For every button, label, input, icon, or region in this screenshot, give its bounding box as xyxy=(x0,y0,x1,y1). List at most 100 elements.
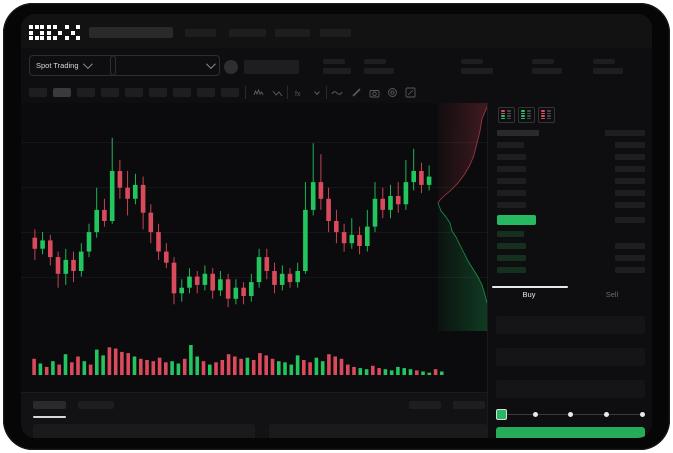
okx-logo[interactable] xyxy=(29,25,80,40)
orderbook-ask-row[interactable] xyxy=(497,190,526,196)
trading-pair-select[interactable] xyxy=(110,55,220,76)
stat-3-label xyxy=(461,59,483,64)
tab-sell[interactable]: Sell xyxy=(605,290,619,299)
bottom-tab-1[interactable] xyxy=(33,401,66,409)
price-chart-panel[interactable] xyxy=(21,103,487,392)
orderbook-ask-row[interactable] xyxy=(497,154,526,160)
order-total-field[interactable] xyxy=(496,380,645,398)
bottom-card-2[interactable] xyxy=(269,424,487,438)
orderbook-ask-row[interactable] xyxy=(497,142,524,148)
timeframe-button-2[interactable] xyxy=(53,88,71,97)
orderbook-and-order-form-panel: Buy Sell xyxy=(487,103,652,438)
tab-buy[interactable]: Buy xyxy=(522,290,536,299)
top-navigation-bar xyxy=(21,14,652,48)
timeframe-button-5[interactable] xyxy=(125,88,143,97)
bottom-action-1[interactable] xyxy=(409,401,441,409)
order-price-field[interactable] xyxy=(496,316,645,334)
bottom-card-1[interactable] xyxy=(33,424,255,438)
orderbook-bid-row[interactable] xyxy=(497,231,524,237)
orderbook-right-row xyxy=(615,190,645,196)
tablet-device-frame: Spot Trading xyxy=(3,3,670,450)
stat-1-label xyxy=(323,59,345,64)
orderbook-view-both-icon[interactable] xyxy=(498,107,515,123)
volume-bar-series xyxy=(32,345,444,375)
market-type-label: Spot Trading xyxy=(36,61,79,70)
stat-2-label xyxy=(364,59,386,64)
orderbook-ask-row[interactable] xyxy=(497,202,526,208)
toolbar-divider-1 xyxy=(245,86,246,99)
orderbook-right-row xyxy=(615,217,645,223)
orderbook-bid-row[interactable] xyxy=(497,255,526,261)
orderbook-view-asks-icon[interactable] xyxy=(538,107,555,123)
chart-gridline xyxy=(21,187,487,188)
orderbook-right-row xyxy=(615,267,645,273)
submit-buy-button[interactable] xyxy=(496,427,645,438)
okx-logo-glyph xyxy=(29,25,44,40)
settings-icon[interactable] xyxy=(386,87,398,98)
ruler-icon[interactable] xyxy=(350,87,362,98)
orderbook-right-row xyxy=(615,178,645,184)
orderbook-best-bid-highlight[interactable] xyxy=(497,215,536,225)
camera-icon[interactable] xyxy=(368,87,380,98)
bottom-tab-2[interactable] xyxy=(78,401,114,409)
fullscreen-icon[interactable] xyxy=(404,87,416,98)
stat-2-value xyxy=(364,68,394,74)
orderbook-right-row xyxy=(615,202,645,208)
orderbook-right-row xyxy=(615,255,645,261)
order-book-depth-chart xyxy=(437,103,487,331)
okx-logo-glyph-2 xyxy=(47,25,62,40)
amount-slider-stop[interactable] xyxy=(533,412,538,417)
line-chart-icon[interactable] xyxy=(271,87,283,98)
timeframe-button-8[interactable] xyxy=(197,88,215,97)
indicators-icon[interactable]: fx xyxy=(293,87,305,98)
orderbook-bid-row[interactable] xyxy=(497,243,526,249)
orderbook-view-bids-icon[interactable] xyxy=(518,107,535,123)
amount-slider-stop[interactable] xyxy=(568,412,573,417)
buy-tab-active-underline xyxy=(492,286,568,288)
nav-item-1[interactable] xyxy=(185,29,216,37)
nav-item-2[interactable] xyxy=(229,29,266,37)
orderbook-right-row xyxy=(615,142,645,148)
orderbook-header-left xyxy=(497,130,539,136)
stat-3-value xyxy=(461,68,493,74)
bottom-tab-1-active-underline xyxy=(33,416,66,418)
timeframe-button-3[interactable] xyxy=(77,88,95,97)
orderbook-bid-row[interactable] xyxy=(497,267,526,273)
wave-icon[interactable] xyxy=(331,87,343,98)
stat-4-value xyxy=(532,68,562,74)
candle-chart-icon[interactable] xyxy=(252,87,264,98)
market-header-bar: Spot Trading xyxy=(21,48,652,82)
nav-item-4[interactable] xyxy=(320,29,351,37)
toolbar-divider-2 xyxy=(287,86,288,99)
chart-gridline xyxy=(21,142,487,143)
stat-5-label xyxy=(593,59,615,64)
stat-4-label xyxy=(532,59,554,64)
orderbook-right-row xyxy=(615,166,645,172)
timeframe-button-6[interactable] xyxy=(149,88,167,97)
timeframe-button-1[interactable] xyxy=(29,88,47,97)
chevron-down-icon[interactable] xyxy=(312,87,322,98)
stat-1-value xyxy=(323,68,351,74)
nav-item-3[interactable] xyxy=(275,29,310,37)
chart-gridline xyxy=(21,277,487,278)
timeframe-button-4[interactable] xyxy=(101,88,119,97)
orderbook-ask-row[interactable] xyxy=(497,166,526,172)
pair-name-skeleton xyxy=(244,60,299,74)
app-screen: Spot Trading xyxy=(21,14,652,438)
toolbar-divider-3 xyxy=(326,86,327,99)
bottom-action-2[interactable] xyxy=(453,401,485,409)
candlestick-series xyxy=(32,137,432,308)
timeframe-button-7[interactable] xyxy=(173,88,191,97)
amount-slider-stop[interactable] xyxy=(604,412,609,417)
timeframe-button-9[interactable] xyxy=(221,88,239,97)
orderbook-right-row xyxy=(615,243,645,249)
order-amount-field[interactable] xyxy=(496,348,645,366)
amount-slider-handle[interactable] xyxy=(496,409,507,420)
chevron-down-icon xyxy=(205,59,216,70)
global-search-input[interactable] xyxy=(89,27,173,38)
amount-slider-stop[interactable] xyxy=(640,412,645,417)
market-type-dropdown[interactable]: Spot Trading xyxy=(29,55,116,76)
svg-text:fx: fx xyxy=(295,91,301,98)
orders-bottom-panel xyxy=(21,392,487,438)
orderbook-ask-row[interactable] xyxy=(497,178,526,184)
